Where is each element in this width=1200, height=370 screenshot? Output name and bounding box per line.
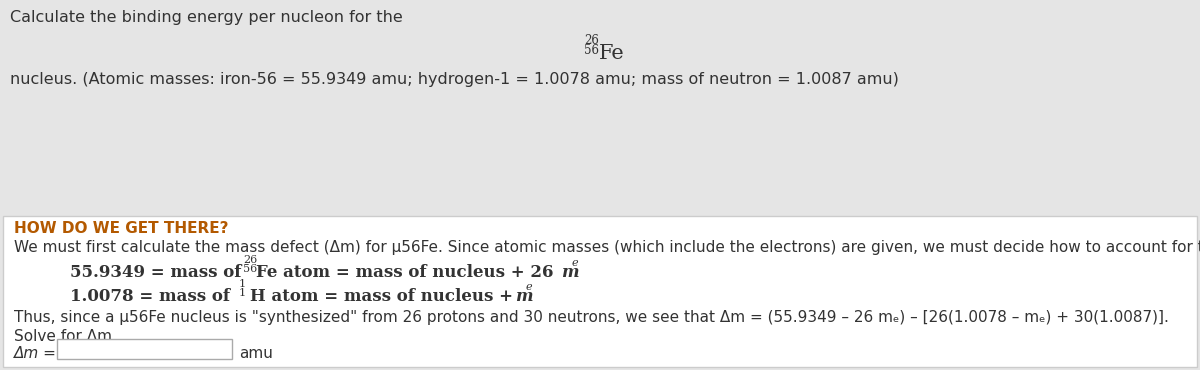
Text: Thus, since a µ56Fe nucleus is "synthesized" from 26 protons and 30 neutrons, we: Thus, since a µ56Fe nucleus is "synthesi… [14, 310, 1169, 325]
FancyBboxPatch shape [58, 339, 232, 359]
Text: e: e [526, 282, 533, 292]
Text: Fe atom = mass of nucleus + 26: Fe atom = mass of nucleus + 26 [256, 264, 559, 281]
Text: 55.9349 = mass of: 55.9349 = mass of [70, 264, 241, 281]
Text: 1: 1 [239, 279, 246, 289]
FancyBboxPatch shape [0, 79, 1200, 370]
Text: 56: 56 [242, 264, 257, 274]
Text: Calculate the binding energy per nucleon for the: Calculate the binding energy per nucleon… [10, 10, 403, 25]
Text: e: e [572, 258, 578, 268]
Text: HOW DO WE GET THERE?: HOW DO WE GET THERE? [14, 221, 228, 236]
FancyBboxPatch shape [2, 216, 1198, 367]
Text: amu: amu [239, 346, 272, 361]
Text: Solve for Δm.: Solve for Δm. [14, 329, 116, 344]
Text: 26: 26 [242, 255, 257, 265]
Text: nucleus. (Atomic masses: iron-56 = 55.9349 amu; hydrogen-1 = 1.0078 amu; mass of: nucleus. (Atomic masses: iron-56 = 55.93… [10, 72, 899, 87]
Text: 1.0078 = mass of: 1.0078 = mass of [70, 288, 230, 305]
Text: 1: 1 [239, 288, 246, 298]
Text: Fe: Fe [599, 44, 625, 63]
Text: 26: 26 [584, 34, 599, 47]
Text: m: m [515, 288, 533, 305]
Text: We must first calculate the mass defect (Δm) for µ56Fe. Since atomic masses (whi: We must first calculate the mass defect … [14, 240, 1200, 255]
Text: m: m [562, 264, 578, 281]
Text: Δm =: Δm = [14, 346, 56, 361]
Text: H atom = mass of nucleus +: H atom = mass of nucleus + [250, 288, 518, 305]
Text: 56: 56 [584, 44, 599, 57]
